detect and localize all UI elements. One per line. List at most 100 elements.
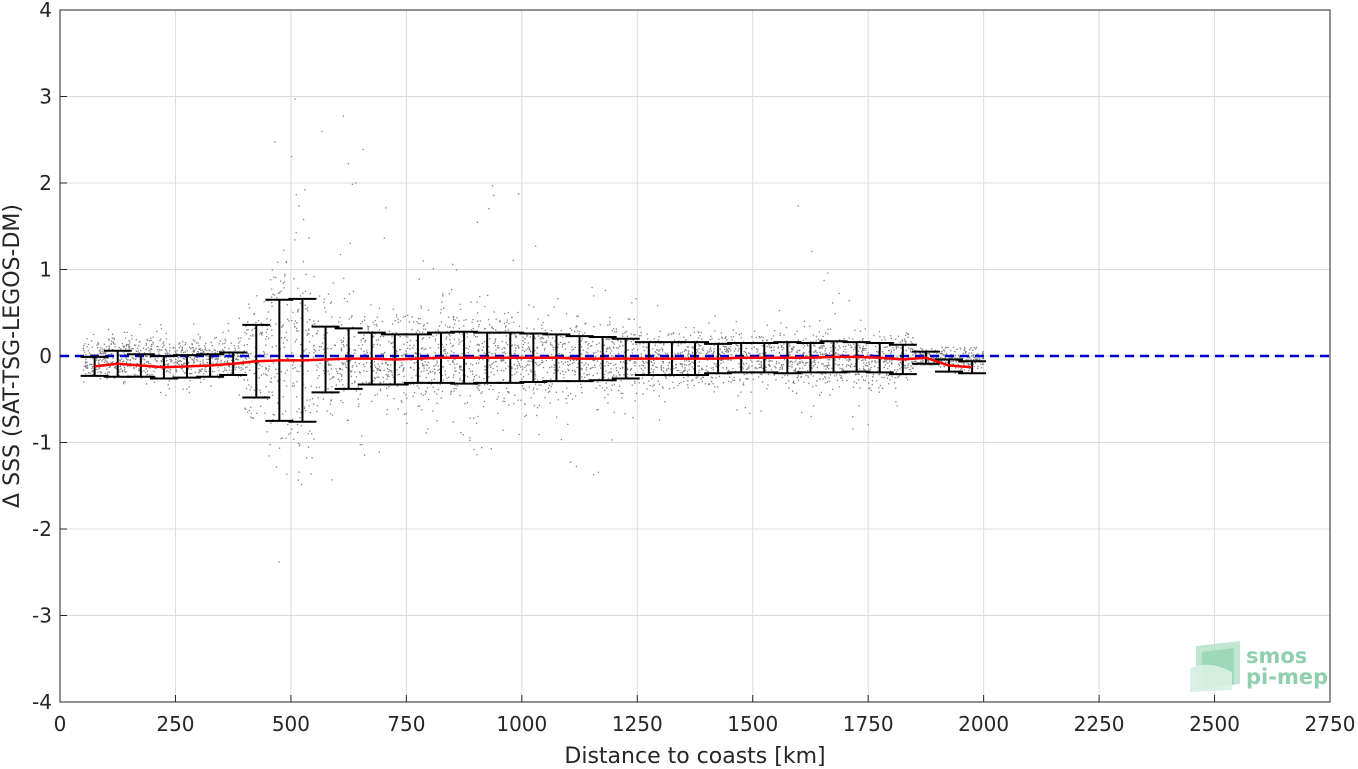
scatter-point: [615, 328, 618, 330]
scatter-point: [354, 362, 356, 364]
scatter-point: [253, 356, 256, 358]
scatter-point: [441, 301, 443, 303]
scatter-point: [862, 359, 864, 361]
scatter-point: [247, 411, 249, 413]
scatter-point: [845, 345, 847, 347]
scatter-point: [913, 360, 915, 362]
scatter-point: [390, 364, 392, 366]
scatter-point: [267, 311, 270, 313]
scatter-point: [460, 366, 462, 368]
scatter-point: [446, 352, 449, 354]
scatter-point: [973, 346, 976, 349]
scatter-point: [128, 347, 130, 350]
scatter-point: [222, 371, 225, 373]
scatter-point: [119, 371, 121, 373]
scatter-point: [756, 360, 758, 362]
scatter-point: [123, 366, 125, 368]
scatter-point: [827, 359, 829, 361]
scatter-point: [272, 362, 275, 364]
scatter-point: [443, 307, 445, 309]
scatter-point: [450, 350, 452, 352]
scatter-point: [97, 353, 99, 356]
scatter-point: [812, 375, 815, 377]
scatter-point: [632, 343, 634, 345]
scatter-point: [116, 366, 118, 368]
scatter-point: [318, 375, 320, 377]
scatter-point: [305, 308, 307, 310]
scatter-point: [402, 355, 404, 357]
scatter-point: [828, 380, 830, 383]
scatter-point: [439, 312, 442, 314]
scatter-point: [827, 328, 829, 330]
scatter-point: [630, 367, 633, 370]
scatter-point: [225, 340, 227, 342]
scatter-point: [174, 347, 176, 349]
scatter-point: [789, 365, 791, 368]
scatter-point: [339, 373, 341, 375]
scatter-point: [569, 327, 572, 330]
scatter-point: [476, 301, 478, 303]
scatter-point: [83, 365, 86, 368]
scatter-point: [799, 367, 801, 370]
scatter-point: [440, 397, 442, 399]
scatter-point: [766, 324, 769, 326]
scatter-point: [462, 333, 464, 335]
scatter-point: [83, 381, 85, 383]
scatter-point: [467, 348, 469, 350]
scatter-point: [207, 358, 210, 361]
scatter-point: [797, 205, 799, 207]
scatter-point: [507, 311, 509, 314]
y-axis-label: Δ SSS (SAT-TSG-LEGOS-DM): [0, 204, 25, 508]
scatter-point: [292, 367, 294, 370]
scatter-point: [730, 350, 732, 352]
scatter-point: [493, 374, 495, 376]
scatter-point: [167, 363, 170, 365]
scatter-point: [374, 377, 376, 380]
scatter-point: [264, 412, 266, 414]
scatter-point: [952, 363, 955, 365]
scatter-point: [698, 365, 701, 367]
scatter-point: [95, 368, 98, 371]
scatter-point: [919, 352, 922, 354]
scatter-point: [379, 335, 382, 338]
scatter-point: [190, 368, 192, 370]
scatter-point: [641, 364, 643, 366]
scatter-point: [252, 333, 254, 336]
scatter-point: [683, 380, 685, 383]
scatter-point: [86, 338, 88, 340]
scatter-point: [125, 357, 127, 359]
scatter-point: [501, 348, 504, 350]
scatter-point: [152, 336, 154, 338]
scatter-point: [633, 380, 636, 383]
scatter-point: [611, 354, 613, 357]
scatter-point: [323, 334, 325, 336]
scatter-point: [405, 412, 407, 415]
scatter-point: [500, 360, 502, 362]
scatter-point: [242, 363, 245, 366]
scatter-point: [707, 383, 710, 385]
scatter-point: [346, 300, 349, 303]
scatter-point: [968, 356, 970, 359]
scatter-point: [438, 368, 441, 371]
scatter-point: [634, 372, 637, 374]
scatter-point: [845, 351, 847, 353]
scatter-point: [963, 369, 965, 371]
scatter-point: [480, 392, 482, 394]
scatter-point: [653, 359, 655, 362]
scatter-point: [643, 342, 645, 344]
scatter-point: [217, 358, 219, 360]
scatter-point: [246, 379, 249, 381]
scatter-point: [507, 390, 509, 393]
scatter-point: [749, 412, 751, 414]
scatter-point: [628, 360, 630, 362]
scatter-point: [491, 327, 493, 329]
scatter-point: [775, 379, 777, 381]
scatter-point: [702, 376, 704, 379]
scatter-point: [518, 364, 521, 366]
scatter-point: [484, 305, 486, 308]
scatter-point: [904, 367, 906, 369]
scatter-point: [905, 334, 907, 336]
scatter-point: [451, 345, 453, 347]
scatter-point: [450, 393, 452, 396]
scatter-point: [887, 367, 889, 370]
